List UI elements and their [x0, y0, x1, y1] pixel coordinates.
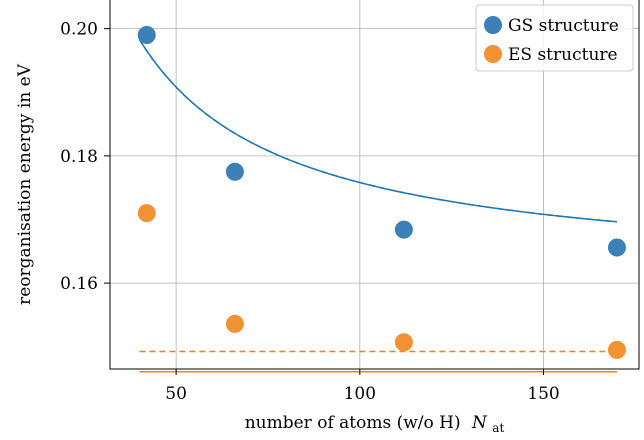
- legend-marker-es: [484, 45, 502, 63]
- data-point-1: [137, 204, 156, 223]
- data-point-1: [394, 333, 413, 352]
- fit-curve-solid-0: [138, 38, 618, 223]
- y-tick-label: 0.20: [60, 20, 98, 40]
- legend-label-es: ES structure: [508, 45, 618, 65]
- data-point-0: [607, 238, 626, 257]
- y-tick-label: 0.18: [60, 147, 98, 167]
- legend-box: [475, 4, 634, 72]
- plot-frame: [109, 0, 640, 370]
- y-axis-label: reorganisation energy in eV: [15, 63, 35, 305]
- legend-label-gs: GS structure: [508, 16, 619, 36]
- x-axis-label-symbol: N: [471, 413, 488, 433]
- data-point-1: [607, 340, 626, 359]
- legend: GS structure ES structure: [475, 4, 634, 72]
- data-point-0: [137, 25, 156, 44]
- x-axis-label-text: number of atoms (w/o H): [245, 413, 461, 433]
- data-point-0: [394, 220, 413, 239]
- data-point-1: [225, 314, 244, 333]
- y-tick-label: 0.16: [60, 274, 98, 294]
- x-axis-label-subscript: at: [492, 421, 504, 435]
- x-tick-label: 150: [527, 384, 559, 404]
- data-points: [137, 25, 626, 359]
- legend-marker-gs: [484, 16, 502, 34]
- fit-curves: [138, 38, 618, 373]
- axis-ticks: 50 100 150 0.16 0.18 0.20: [60, 20, 560, 404]
- x-tick-label: 100: [344, 384, 376, 404]
- data-point-0: [225, 162, 244, 181]
- x-tick-label: 50: [165, 384, 187, 404]
- x-axis-label: number of atoms (w/o H) N at: [245, 413, 505, 435]
